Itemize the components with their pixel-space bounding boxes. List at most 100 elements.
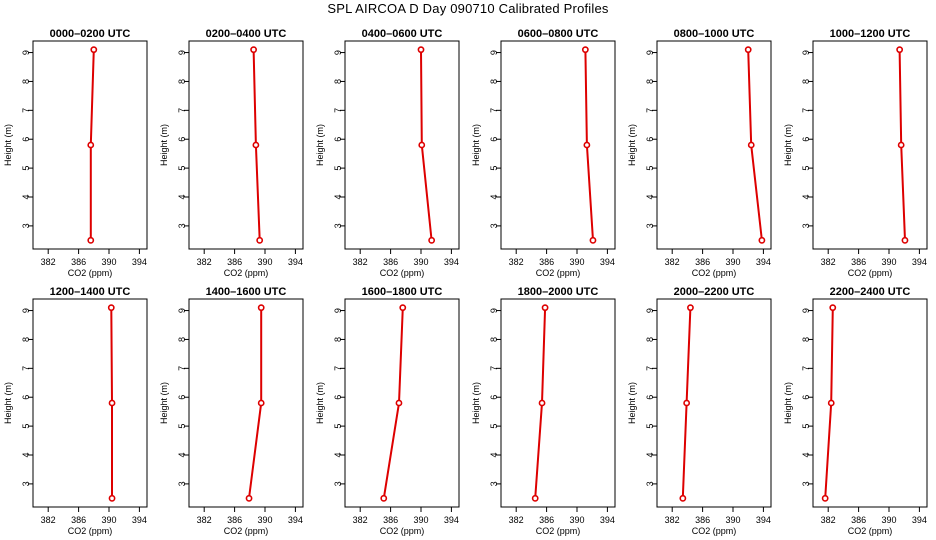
x-tick-label: 386 [227,515,242,525]
y-tick-label: 4 [801,452,811,457]
y-tick-label: 8 [21,79,31,84]
y-axis-label: Height (m) [315,382,325,424]
panel-title: 2200–2400 UTC [830,286,911,298]
x-tick-label: 390 [101,515,116,525]
y-tick-label: 9 [801,50,811,55]
y-tick-label: 7 [333,366,343,371]
panel-title: 1800–2000 UTC [518,286,599,298]
x-tick-label: 394 [756,515,771,525]
y-tick-label: 5 [177,424,187,429]
panel-frame [32,40,148,250]
y-tick-label: 8 [801,79,811,84]
y-tick-label: 6 [333,395,343,400]
data-point [679,494,687,502]
panel-title: 1600–1800 UTC [362,286,443,298]
x-tick-label: 390 [101,257,116,267]
x-tick-label: 382 [41,257,56,267]
data-point [245,494,253,502]
y-tick-label: 5 [333,166,343,171]
y-tick-label: 4 [489,452,499,457]
x-tick-label: 390 [569,257,584,267]
panel-frame [812,40,928,250]
y-tick-label: 9 [333,308,343,313]
y-axis-label: Height (m) [3,382,13,424]
data-point [897,141,905,149]
panel-frame [344,298,460,508]
y-tick-label: 8 [645,79,655,84]
x-tick-label: 394 [912,515,927,525]
y-axis-label: Height (m) [783,382,793,424]
y-tick-label: 6 [645,137,655,142]
y-tick-label: 9 [645,308,655,313]
figure-title: SPL AIRCOA D Day 090710 Calibrated Profi… [327,1,609,16]
x-tick-label: 382 [509,257,524,267]
panel-title: 0800–1000 UTC [674,28,755,40]
y-tick-label: 5 [801,424,811,429]
x-axis-label: CO2 (ppm) [380,526,425,536]
data-point [87,236,95,244]
x-tick-label: 390 [881,515,896,525]
x-tick-label: 394 [444,257,459,267]
y-tick-label: 3 [801,223,811,228]
data-point [901,236,909,244]
panel-title: 1000–1200 UTC [830,28,911,40]
x-tick-label: 386 [851,257,866,267]
x-tick-label: 394 [600,257,615,267]
y-tick-label: 8 [645,337,655,342]
y-tick-label: 7 [801,366,811,371]
panel-frame [32,298,148,508]
data-point [108,494,116,502]
y-tick-label: 4 [489,194,499,199]
y-tick-label: 8 [21,337,31,342]
data-point [250,46,257,54]
y-tick-label: 9 [21,50,31,55]
x-tick-label: 386 [695,515,710,525]
y-tick-label: 5 [801,166,811,171]
y-axis-label: Height (m) [627,124,637,166]
panel-title: 1200–1400 UTC [50,286,131,298]
y-tick-label: 5 [645,424,655,429]
y-tick-label: 3 [177,223,187,228]
y-tick-label: 8 [177,79,187,84]
x-tick-label: 386 [383,257,398,267]
x-axis-label: CO2 (ppm) [68,526,113,536]
x-axis-label: CO2 (ppm) [692,268,737,278]
x-tick-label: 386 [539,515,554,525]
y-tick-label: 5 [177,166,187,171]
y-tick-label: 4 [801,194,811,199]
y-tick-label: 6 [801,137,811,142]
y-tick-label: 9 [177,308,187,313]
x-tick-label: 394 [288,515,303,525]
y-tick-label: 7 [333,108,343,113]
x-tick-label: 394 [132,257,147,267]
y-tick-label: 5 [21,424,31,429]
y-tick-label: 6 [645,395,655,400]
y-tick-label: 3 [21,481,31,486]
y-tick-label: 8 [489,79,499,84]
x-tick-label: 382 [665,515,680,525]
panel-frame [656,298,772,508]
y-tick-label: 8 [489,337,499,342]
y-tick-label: 8 [801,337,811,342]
x-axis-label: CO2 (ppm) [224,526,269,536]
y-tick-label: 7 [489,108,499,113]
data-point [256,236,264,244]
y-tick-label: 3 [645,223,655,228]
x-tick-label: 386 [851,515,866,525]
panel-title: 0400–0600 UTC [362,28,443,40]
y-tick-label: 7 [21,366,31,371]
data-point [417,46,425,54]
y-tick-label: 6 [21,137,31,142]
data-point [541,304,549,312]
y-tick-label: 9 [21,308,31,313]
y-axis-label: Height (m) [471,124,481,166]
y-tick-label: 3 [177,481,187,486]
data-point [747,141,755,149]
panel-frame [500,298,616,508]
data-point [531,494,539,502]
panel-title: 0600–0800 UTC [518,28,599,40]
y-tick-label: 6 [489,137,499,142]
y-tick-label: 9 [801,308,811,313]
data-point [418,141,426,149]
